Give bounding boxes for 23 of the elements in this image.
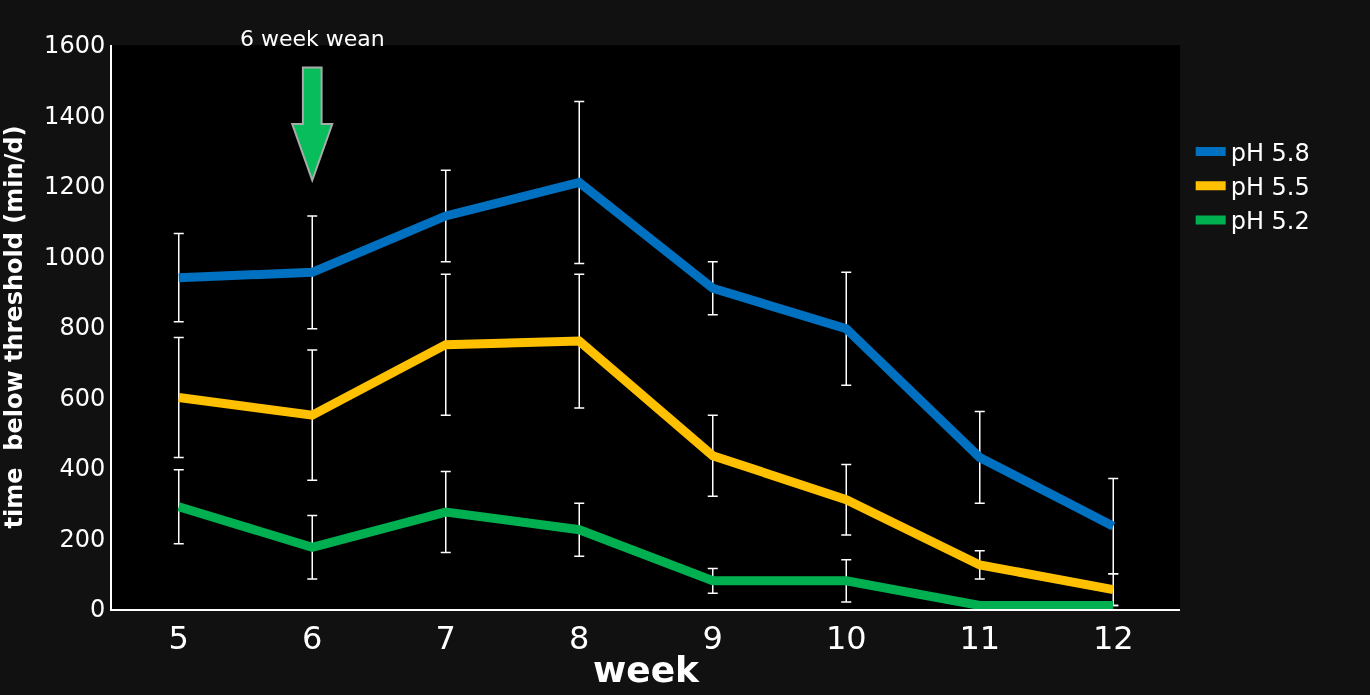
y-tick-label: 1200 (44, 172, 106, 201)
x-tick-label: 9 (702, 619, 723, 658)
legend-label: pH 5.8 (1230, 138, 1310, 167)
legend-label: pH 5.2 (1230, 207, 1310, 236)
x-tick-label: 7 (435, 619, 456, 658)
x-tick-label: 11 (959, 619, 1001, 658)
annotation: 6 week wean (240, 26, 385, 51)
y-tick-label: 400 (59, 454, 106, 483)
y-tick-label: 1000 (44, 242, 106, 271)
x-tick-label: 5 (168, 619, 189, 658)
x-tick-label: 10 (825, 619, 867, 658)
y-tick-label: 200 (59, 524, 106, 553)
legend-label: pH 5.5 (1230, 173, 1310, 202)
x-axis-title: week (592, 648, 701, 690)
x-tick-label: 12 (1092, 619, 1134, 658)
y-tick-label: 600 (59, 383, 106, 412)
y-axis-title: time below threshold (min/d) (0, 125, 28, 529)
y-tick-label: 1600 (44, 31, 106, 60)
y-tick-label: 800 (59, 313, 106, 342)
y-tick-label: 0 (89, 595, 106, 624)
x-tick-label: 8 (569, 619, 590, 658)
y-tick-label: 1400 (44, 101, 106, 130)
x-tick-label: 6 (302, 619, 323, 658)
